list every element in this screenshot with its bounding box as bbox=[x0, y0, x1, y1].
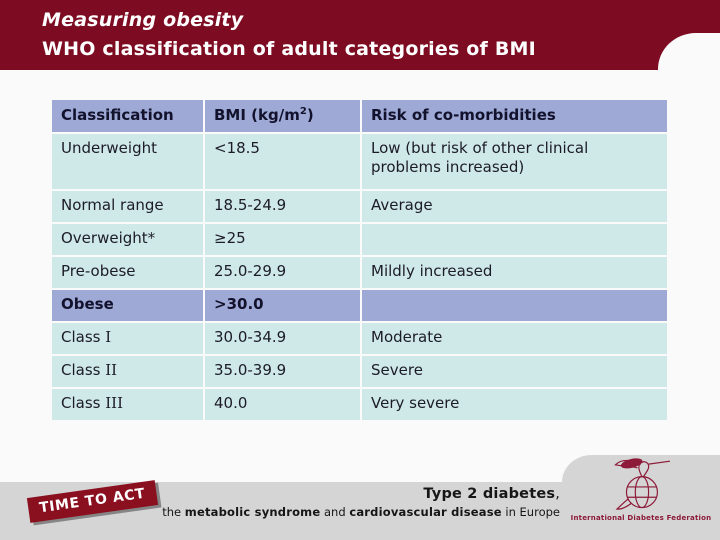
table-cell-bmi: 40.0 bbox=[205, 389, 360, 420]
table-cell-classification: Class I bbox=[52, 323, 203, 354]
table-cell-bmi: >30.0 bbox=[205, 290, 360, 321]
table-cell-risk: Low (but risk of other clinical problems… bbox=[362, 134, 667, 189]
idf-logo-caption: International Diabetes Federation bbox=[570, 514, 712, 522]
table-cell-classification: Class II bbox=[52, 356, 203, 387]
campaign-line2: the metabolic syndrome and cardiovascula… bbox=[162, 505, 560, 519]
table-cell-classification: Normal range bbox=[52, 191, 203, 222]
table-cell-bmi: 25.0-29.9 bbox=[205, 257, 360, 288]
bmi-classification-table: Classification BMI (kg/m2) Risk of co-mo… bbox=[52, 100, 667, 420]
table-cell-classification: Pre-obese bbox=[52, 257, 203, 288]
slide-subtitle: WHO classification of adult categories o… bbox=[42, 38, 536, 60]
table-cell-bmi: ≥25 bbox=[205, 224, 360, 255]
header-band bbox=[0, 0, 720, 70]
table-cell-risk: Moderate bbox=[362, 323, 667, 354]
table-cell-classification: Overweight* bbox=[52, 224, 203, 255]
table-cell-risk: Average bbox=[362, 191, 667, 222]
table-cell-risk: Very severe bbox=[362, 389, 667, 420]
table-cell-classification: Class III bbox=[52, 389, 203, 420]
table-cell-risk bbox=[362, 290, 667, 321]
table-cell-bmi: 30.0-34.9 bbox=[205, 323, 360, 354]
campaign-line1: Type 2 diabetes, bbox=[423, 486, 560, 502]
table-cell-risk: Mildly increased bbox=[362, 257, 667, 288]
table-cell-classification: Underweight bbox=[52, 134, 203, 189]
table-cell-risk bbox=[362, 224, 667, 255]
table-cell-classification: Obese bbox=[52, 290, 203, 321]
table-cell-bmi: 18.5-24.9 bbox=[205, 191, 360, 222]
table-cell-bmi: <18.5 bbox=[205, 134, 360, 189]
column-header-bmi: BMI (kg/m2) bbox=[205, 100, 360, 132]
column-header-risk: Risk of co-morbidities bbox=[362, 100, 667, 132]
table-cell-risk: Severe bbox=[362, 356, 667, 387]
campaign-title: Type 2 diabetes, the metabolic syndrome … bbox=[140, 486, 560, 519]
slide-title: Measuring obesity bbox=[42, 9, 244, 31]
header-band-curve bbox=[658, 33, 720, 70]
idf-hummingbird-logo-icon bbox=[614, 458, 671, 510]
table-cell-bmi: 35.0-39.9 bbox=[205, 356, 360, 387]
column-header-classification: Classification bbox=[52, 100, 203, 132]
